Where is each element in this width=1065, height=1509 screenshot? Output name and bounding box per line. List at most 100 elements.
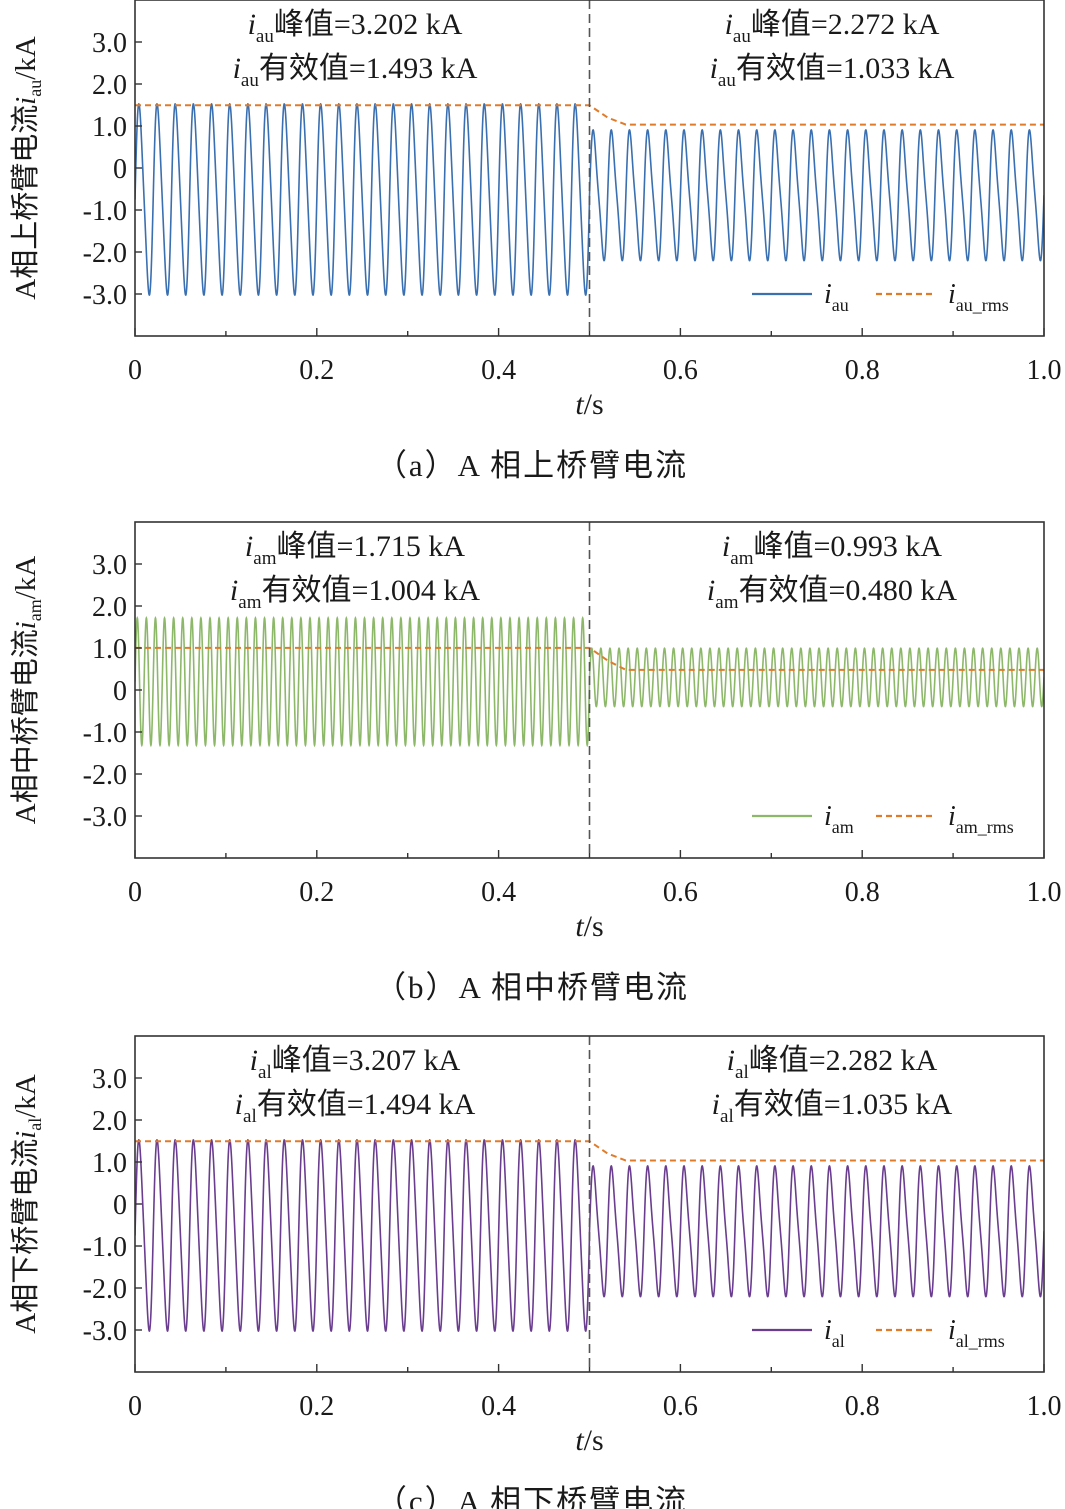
- y-tick-label: 3.0: [92, 28, 127, 59]
- legend-var: i: [824, 1315, 832, 1346]
- annotation-sub: au: [256, 26, 274, 47]
- y-tick-label: -2.0: [83, 760, 127, 791]
- panel-caption: （b）A 相中桥臂电流: [375, 970, 689, 1005]
- y-axis-label-var: i: [10, 621, 42, 629]
- y-tick-label: 1.0: [92, 634, 127, 665]
- annotation-left-rms: iau有效值=1.493 kA: [233, 52, 478, 91]
- annotation-var: i: [245, 530, 253, 563]
- y-tick-label: 3.0: [92, 550, 127, 581]
- x-tick-label: 1.0: [1027, 877, 1062, 908]
- x-tick-label: 0: [128, 1391, 142, 1422]
- y-axis-label-sub: au: [25, 80, 45, 97]
- x-tick-label: 0.2: [299, 877, 334, 908]
- y-tick-label: 2.0: [92, 592, 127, 623]
- x-axis-label-var: t: [575, 910, 584, 943]
- rms-line-al_rms: [135, 1140, 1044, 1162]
- x-axis-label-var: t: [575, 388, 584, 421]
- annotation-sub: am: [238, 592, 261, 613]
- legend: iam iam_rms: [752, 801, 1014, 837]
- y-axis-label-var: i: [10, 1131, 42, 1139]
- annotation-var: i: [707, 574, 715, 607]
- legend-var: i: [824, 279, 832, 310]
- annotation-right-peak: iam峰值=0.993 kA: [722, 530, 942, 569]
- y-axis-label-text: A相上桥臂电流: [9, 105, 42, 300]
- y-tick-label: 2.0: [92, 1106, 127, 1137]
- y-tick-label: 2.0: [92, 70, 127, 101]
- annotation-value: 有效值=1.493 kA: [259, 52, 478, 85]
- annotation-var: i: [248, 8, 256, 41]
- annotation-sub: au: [718, 70, 736, 91]
- legend-sub: am: [832, 817, 854, 837]
- legend-sub: au_rms: [956, 295, 1009, 315]
- legend-label-series: iau: [824, 279, 849, 315]
- x-axis-label: t/s: [575, 1424, 603, 1457]
- annotation-value: 峰值=3.207 kA: [272, 1044, 461, 1077]
- rms-line-am_rms: [135, 646, 1044, 671]
- y-tick-label: 0: [113, 676, 127, 707]
- y-axis-label-var: i: [10, 97, 42, 105]
- annotation-value: 有效值=1.494 kA: [257, 1088, 476, 1121]
- annotation-sub: au: [733, 26, 751, 47]
- annotation-value: 峰值=0.993 kA: [753, 530, 942, 563]
- y-axis-label-sub: al: [25, 1118, 45, 1131]
- annotation-left-rms: ial有效值=1.494 kA: [235, 1088, 476, 1127]
- legend-label-series: iam: [824, 801, 854, 837]
- annotation-sub: am: [253, 548, 276, 569]
- annotation-var: i: [725, 8, 733, 41]
- x-axis-label: t/s: [575, 910, 603, 943]
- panel-a: 3.02.01.00-1.0-2.0-3.00 0.2 0.4 0.6 0.8 1.0t/…: [9, 0, 1062, 483]
- annotation-right-peak: iau峰值=2.272 kA: [725, 8, 940, 47]
- annotation-sub: am: [730, 548, 753, 569]
- annotation-sub: al: [258, 1062, 272, 1083]
- y-tick-label: -2.0: [83, 1274, 127, 1305]
- annotation-value: 峰值=1.715 kA: [276, 530, 465, 563]
- legend-sub: al_rms: [956, 1331, 1005, 1351]
- y-tick-label: -3.0: [83, 280, 127, 311]
- x-tick-label: 1.0: [1027, 1391, 1062, 1422]
- annotation-right-rms: iam有效值=0.480 kA: [707, 574, 957, 613]
- annotation-var: i: [230, 574, 238, 607]
- annotation-var: i: [722, 530, 730, 563]
- annotation-var: i: [710, 52, 718, 85]
- y-axis-label: A相上桥臂电流iau/kA: [9, 36, 45, 300]
- x-tick-label: 0: [128, 877, 142, 908]
- rms-line-au_rms: [135, 104, 1044, 126]
- y-tick-label: -1.0: [83, 196, 127, 227]
- x-tick-label: 0.6: [663, 355, 698, 386]
- y-axis-label-unit: /kA: [10, 36, 42, 80]
- legend-sub: am_rms: [956, 817, 1014, 837]
- annotation-sub: al: [720, 1106, 734, 1127]
- series-line-al: [135, 1139, 1044, 1332]
- x-tick-label: 0.4: [481, 355, 516, 386]
- panel-caption: （c）A 相下桥臂电流: [376, 1484, 688, 1509]
- legend-sub: au: [832, 295, 849, 315]
- y-tick-label: -1.0: [83, 718, 127, 749]
- annotation-left-rms: iam有效值=1.004 kA: [230, 574, 480, 613]
- y-tick-label: -3.0: [83, 1316, 127, 1347]
- x-tick-label: 0.6: [663, 1391, 698, 1422]
- x-axis-label-unit: /s: [584, 1424, 604, 1457]
- annotation-sub: al: [243, 1106, 257, 1127]
- annotation-var: i: [233, 52, 241, 85]
- y-tick-label: 1.0: [92, 1148, 127, 1179]
- legend-label-series: ial: [824, 1315, 845, 1351]
- legend-label-rms: iam_rms: [948, 801, 1014, 837]
- x-axis-label: t/s: [575, 388, 603, 421]
- x-tick-label: 0.8: [845, 1391, 880, 1422]
- x-tick-label: 0.2: [299, 1391, 334, 1422]
- annotation-sub: au: [241, 70, 259, 91]
- annotation-value: 峰值=2.272 kA: [751, 8, 940, 41]
- legend-label-rms: ial_rms: [948, 1315, 1005, 1351]
- y-axis-label-sub: am: [25, 599, 45, 621]
- y-axis-label-text: A相中桥臂电流: [9, 629, 42, 824]
- legend-var: i: [948, 801, 956, 832]
- annotation-value: 峰值=2.282 kA: [749, 1044, 938, 1077]
- y-tick-label: 0: [113, 1190, 127, 1221]
- y-tick-label: 1.0: [92, 112, 127, 143]
- legend-label-rms: iau_rms: [948, 279, 1009, 315]
- y-axis-label-unit: /kA: [10, 556, 42, 600]
- annotation-left-peak: iam峰值=1.715 kA: [245, 530, 465, 569]
- y-tick-label: -3.0: [83, 802, 127, 833]
- x-tick-label: 0.6: [663, 877, 698, 908]
